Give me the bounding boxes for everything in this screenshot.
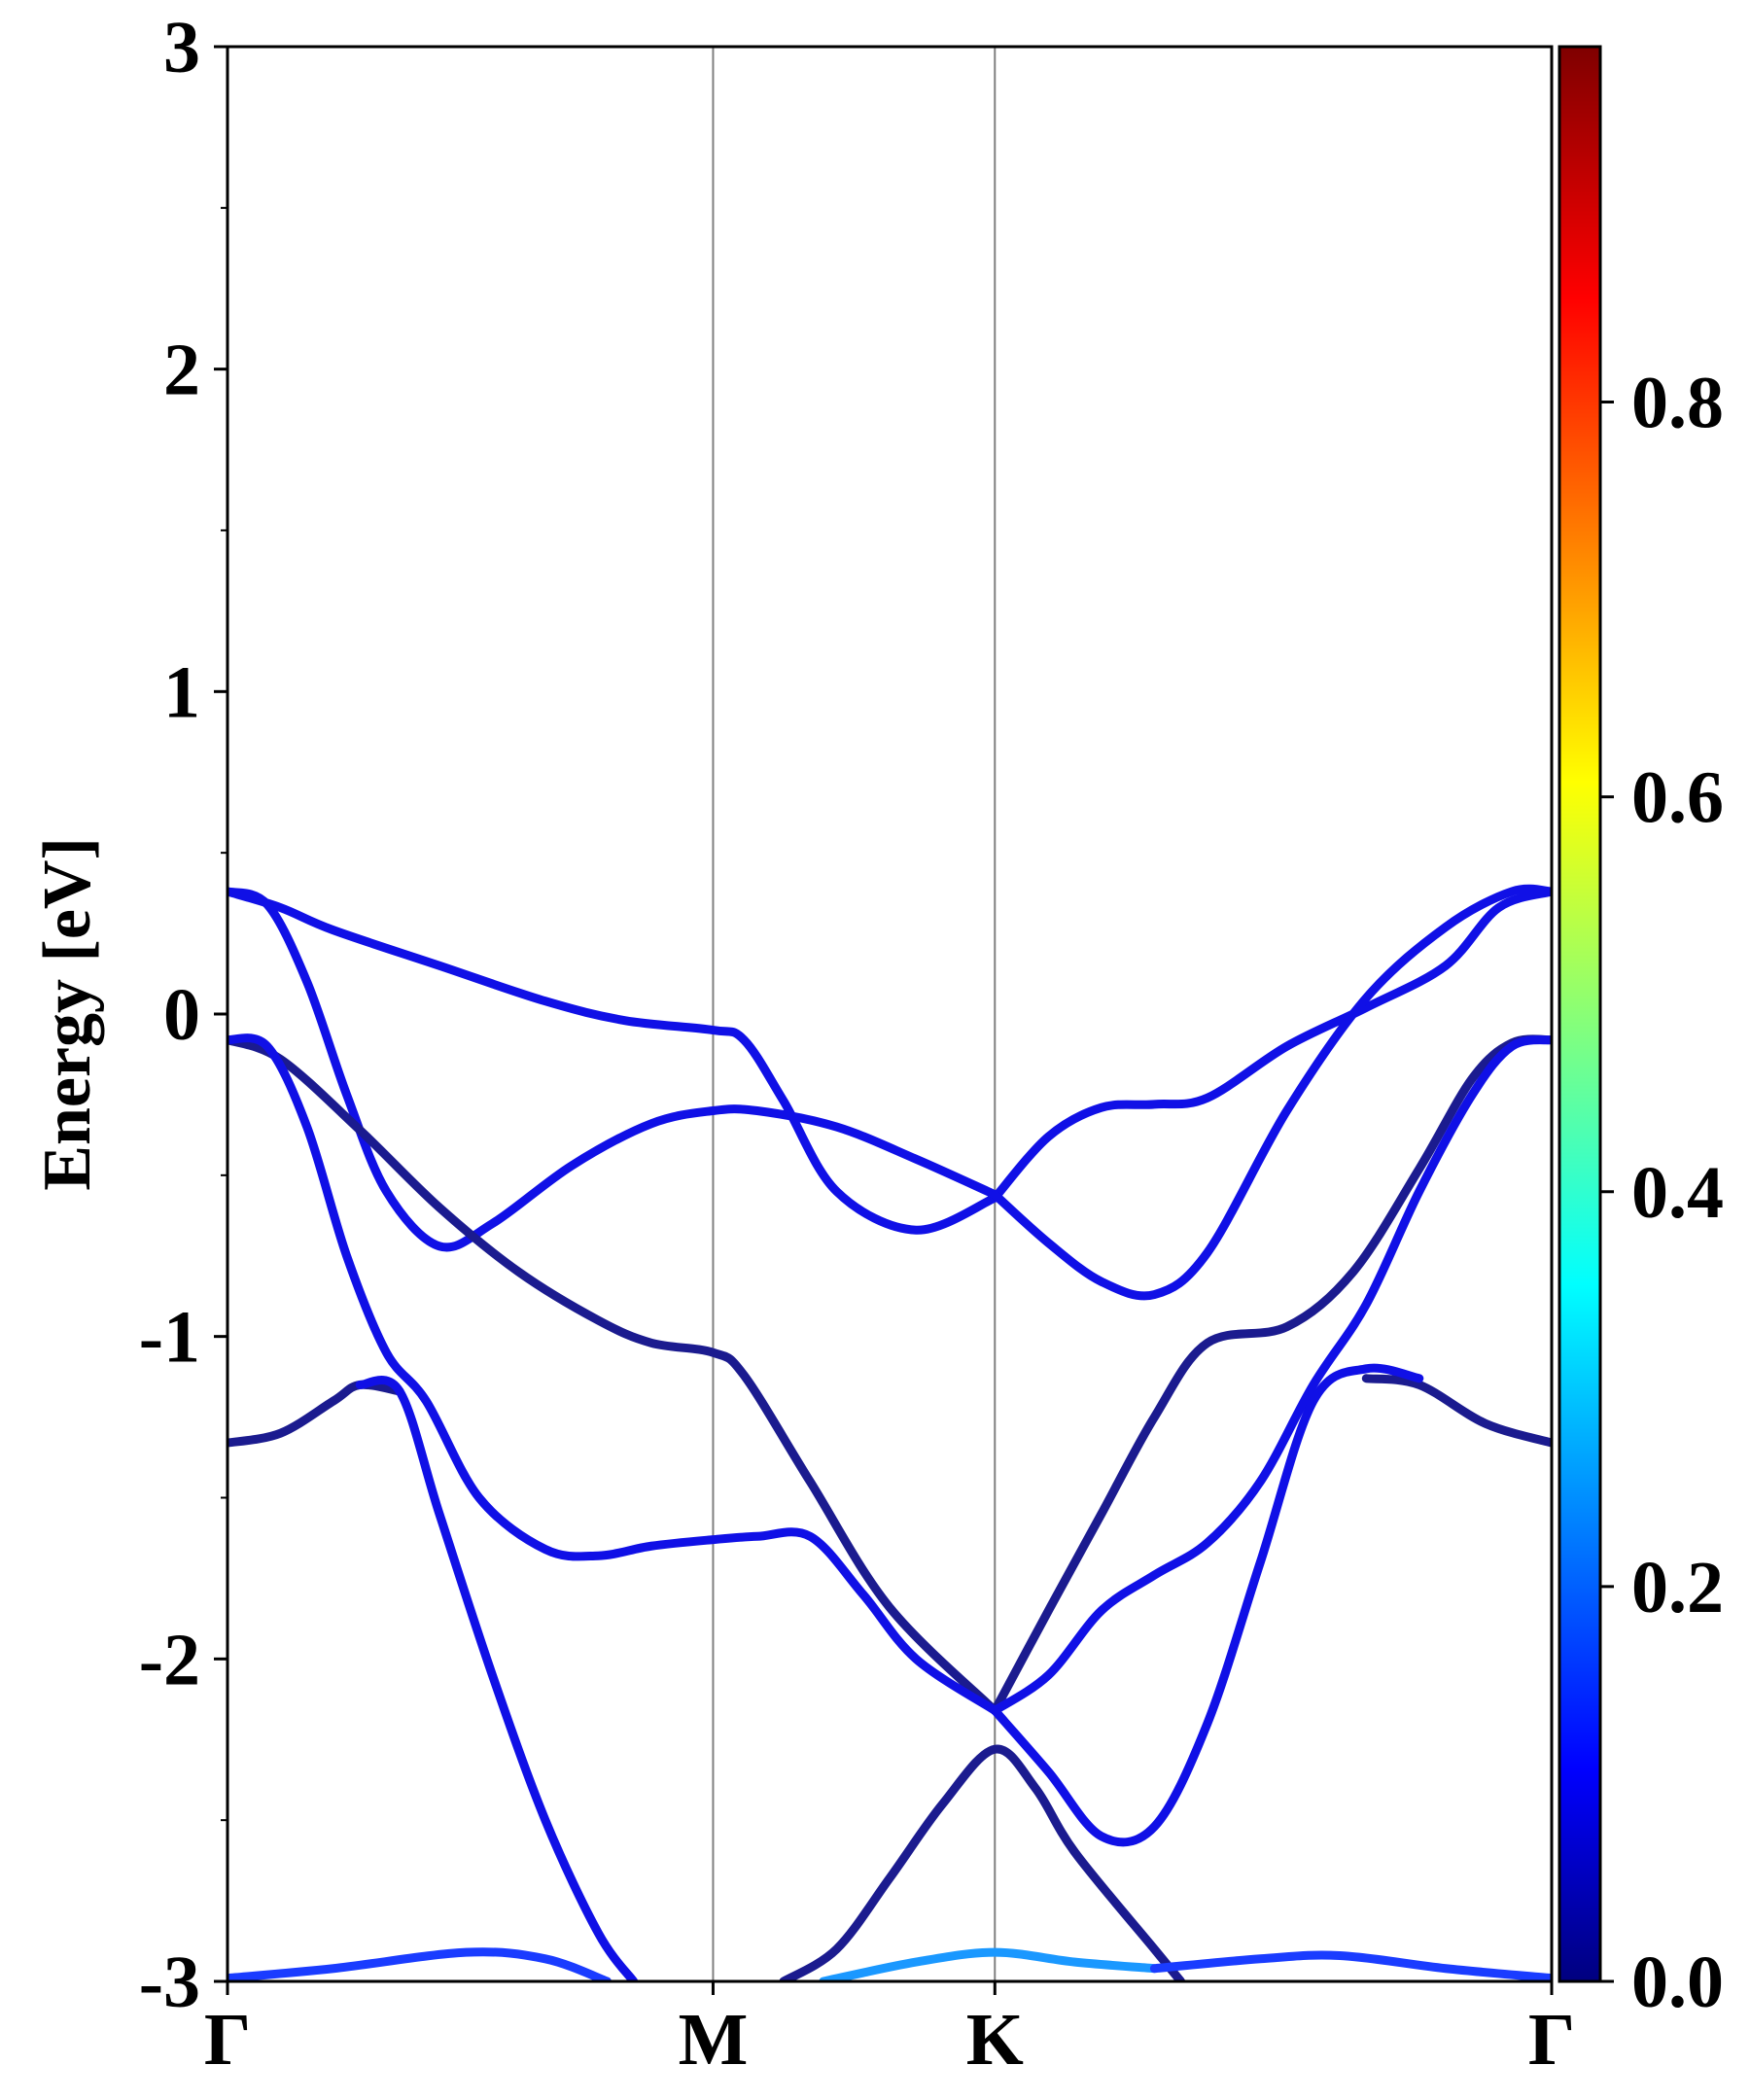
- x-tick-label: K: [966, 1999, 1024, 2081]
- colorbar-tick-label: 0.0: [1631, 1942, 1724, 2023]
- x-tick-label: Γ: [1528, 1999, 1575, 2081]
- band-line: [228, 1035, 999, 1715]
- band-line: [1361, 1374, 1552, 1448]
- colorbar-axis: 0.0 0.2 0.4 0.6 0.8: [1600, 363, 1724, 2023]
- colorbar-tick-label: 0.2: [1631, 1547, 1724, 1628]
- x-tick-label: Γ: [204, 1999, 251, 2081]
- y-tick-label: -3: [139, 1942, 200, 2023]
- band-line: [228, 887, 999, 1252]
- y-tick-label: 0: [163, 974, 200, 1056]
- y-tick-label: 1: [163, 651, 200, 733]
- high-symmetry-lines: [712, 47, 997, 1981]
- band-line: [228, 887, 999, 1235]
- band-line: [990, 887, 1552, 1203]
- colorbar-tick-label: 0.4: [1631, 1152, 1724, 1234]
- y-tick-label: 3: [163, 7, 200, 88]
- band-line: [990, 1363, 1424, 1847]
- bands: [228, 884, 1552, 1981]
- band-line: [228, 1380, 404, 1448]
- band-line: [990, 1035, 1552, 1715]
- y-axis: 3 2 1 0 -1 -2 -3: [139, 7, 228, 2023]
- band-line: [990, 884, 1552, 1301]
- band-line: [1149, 1950, 1552, 1981]
- colorbar-tick-label: 0.8: [1631, 363, 1724, 444]
- band-line: [355, 1376, 639, 1981]
- band-line: [228, 1033, 999, 1715]
- band-line: [779, 1744, 1186, 1981]
- y-tick-label: 2: [163, 330, 200, 411]
- y-tick-label: -2: [139, 1619, 200, 1700]
- y-axis-label: Energy [eV]: [30, 837, 105, 1191]
- band-line: [228, 1947, 612, 1981]
- colorbar: [1558, 45, 1602, 1983]
- band-line: [990, 1034, 1552, 1715]
- y-tick-label: -1: [139, 1297, 200, 1379]
- band-line: [819, 1947, 1159, 1981]
- colorbar-tick-label: 0.6: [1631, 757, 1724, 839]
- x-tick-label: M: [679, 1999, 749, 2081]
